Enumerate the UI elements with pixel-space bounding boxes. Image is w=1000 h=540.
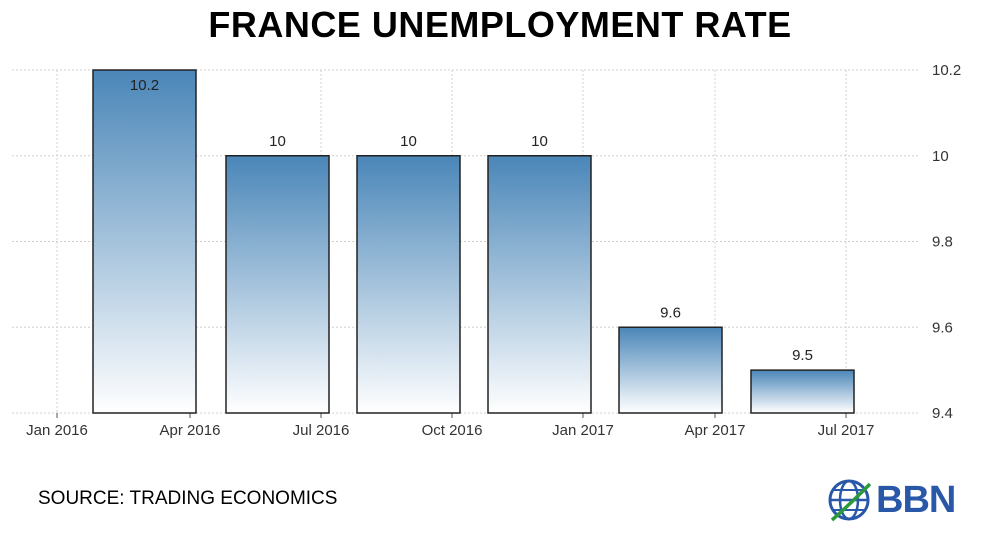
logo-text: BBN [876, 479, 956, 521]
y-tick-label: 10.2 [932, 62, 961, 79]
y-tick-label: 9.4 [932, 405, 953, 422]
bar-data-label: 9.5 [792, 347, 813, 364]
x-tick-label: Apr 2017 [685, 422, 746, 439]
chart-title: FRANCE UNEMPLOYMENT RATE [208, 4, 792, 45]
x-tick-label: Jul 2016 [293, 422, 350, 439]
bars [92, 69, 855, 414]
y-tick-label: 10 [932, 148, 949, 165]
bar-data-label: 10 [531, 133, 548, 150]
bar-labels: 10.2 10 10 10 9.6 9.5 [130, 77, 813, 364]
bar [487, 155, 592, 414]
bar [750, 369, 855, 414]
bar-chart: 10.2 10 10 10 9.6 9.5 10.2 10 9.8 9.6 9.4 Jan 201… [12, 62, 961, 439]
bar [92, 69, 197, 414]
y-tick-label: 9.8 [932, 234, 953, 251]
bar [618, 326, 723, 414]
x-tick-label: Jan 2017 [552, 422, 614, 439]
globe-icon [828, 479, 872, 522]
x-axis-ticks: Jan 2016 Apr 2016 Jul 2016 Oct 2016 Jan 2017… [26, 422, 874, 439]
bar [356, 155, 461, 414]
x-tick-label: Apr 2016 [160, 422, 221, 439]
x-tick-label: Oct 2016 [422, 422, 483, 439]
bar-data-label: 10 [269, 133, 286, 150]
x-tick-label: Jul 2017 [818, 422, 875, 439]
y-tick-label: 9.6 [932, 319, 953, 336]
bar-data-label: 10.2 [130, 77, 159, 94]
logo: BBN [826, 476, 976, 528]
bar [225, 155, 330, 414]
source-label: SOURCE: TRADING ECONOMICS [38, 488, 338, 509]
bar-data-label: 10 [400, 133, 417, 150]
x-tick-label: Jan 2016 [26, 422, 88, 439]
y-axis-ticks: 10.2 10 9.8 9.6 9.4 [932, 62, 961, 422]
bar-data-label: 9.6 [660, 304, 681, 321]
